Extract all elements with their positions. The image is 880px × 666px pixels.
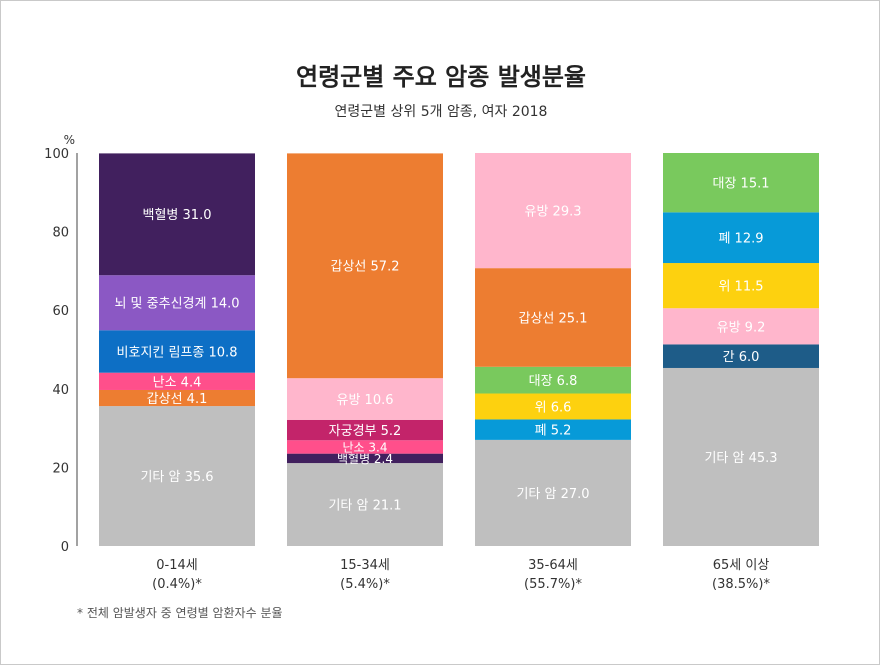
x-category-sublabel: (38.5%)* — [712, 577, 770, 592]
bar-segment — [475, 393, 631, 420]
bar-segment — [287, 440, 443, 454]
bar-segment — [287, 378, 443, 420]
x-category-label: 0-14세 — [156, 558, 197, 573]
bar-segment-label: 갑상선 25.1 — [519, 311, 588, 326]
bar-segment-label: 백혈병 31.0 — [143, 208, 212, 223]
x-category-label: 65세 이상 — [713, 558, 770, 573]
bar-segment-label: 간 6.0 — [723, 350, 760, 365]
bar-segment — [475, 153, 631, 269]
x-category-sublabel: (55.7%)* — [524, 577, 582, 592]
bar-segment-label: 유방 10.6 — [337, 393, 394, 408]
x-category-label: 35-64세 — [528, 558, 578, 573]
y-tick-label: 80 — [52, 226, 69, 241]
bar-segment — [99, 330, 255, 373]
bar-segment-label: 위 11.5 — [718, 280, 763, 295]
bar-segment — [663, 212, 819, 264]
bar-segment — [663, 153, 819, 213]
bar-segment — [475, 366, 631, 394]
y-axis-unit-label: % — [64, 133, 75, 147]
bar-segment — [99, 406, 255, 546]
x-category-label: 15-34세 — [340, 558, 390, 573]
bar-segment-label: 기타 암 27.0 — [516, 487, 589, 502]
bar-segment — [475, 439, 631, 546]
bar-segment — [475, 268, 631, 367]
bar-segment-label: 대장 15.1 — [713, 177, 770, 192]
bar-segment — [475, 419, 631, 440]
bar-segment — [99, 372, 255, 390]
y-tick-label: 60 — [52, 304, 69, 319]
bar-segment — [663, 308, 819, 345]
x-category-sublabel: (5.4%)* — [340, 577, 390, 592]
chart-title: 연령군별 주요 암종 발생분율 — [295, 63, 587, 91]
bar-segment-label: 백혈병 2.4 — [337, 452, 393, 466]
bar-segment-label: 기타 암 21.1 — [328, 498, 401, 513]
bar-segment-label: 대장 6.8 — [529, 374, 578, 389]
bar-segment-label: 기타 암 35.6 — [140, 470, 213, 485]
x-category-sublabel: (0.4%)* — [152, 577, 202, 592]
bar-segment-label: 위 6.6 — [535, 400, 572, 415]
bar-segment-label: 폐 5.2 — [535, 424, 572, 439]
y-tick-label: 20 — [52, 461, 69, 476]
bar-segment-label: 유방 29.3 — [525, 205, 582, 220]
chart-subtitle: 연령군별 상위 5개 암종, 여자 2018 — [334, 104, 548, 120]
y-tick-label: 40 — [52, 383, 69, 398]
bar-segment — [287, 419, 443, 441]
y-tick-label: 100 — [44, 147, 69, 162]
bar-segment — [287, 453, 443, 464]
footnote: * 전체 암발생자 중 연령별 암환자수 분율 — [77, 606, 283, 620]
bar-segment-label: 난소 4.4 — [153, 375, 202, 390]
bar-segment — [287, 153, 443, 379]
bar-segment — [287, 463, 443, 546]
bar-segment — [663, 263, 819, 309]
bar-segment-label: 갑상선 57.2 — [331, 260, 400, 275]
bar-segment-label: 갑상선 4.1 — [147, 392, 208, 407]
bar-segment — [99, 389, 255, 407]
y-tick-label: 0 — [61, 540, 69, 555]
bar-segment-label: 비호지킨 림프종 10.8 — [117, 345, 238, 360]
bar-segment-label: 자궁경부 5.2 — [329, 424, 402, 439]
bar-segment-label: 기타 암 45.3 — [704, 451, 777, 466]
bar-segment-label: 유방 9.2 — [717, 320, 766, 335]
bar-segment-label: 뇌 및 중추신경계 14.0 — [114, 297, 239, 312]
bar-segment — [663, 367, 819, 546]
bar-segment-label: 난소 3.4 — [343, 441, 388, 455]
bar-segment — [99, 275, 255, 331]
bar-segment — [99, 153, 255, 276]
bar-segment — [663, 344, 819, 368]
bar-segment-label: 폐 12.9 — [718, 232, 763, 247]
